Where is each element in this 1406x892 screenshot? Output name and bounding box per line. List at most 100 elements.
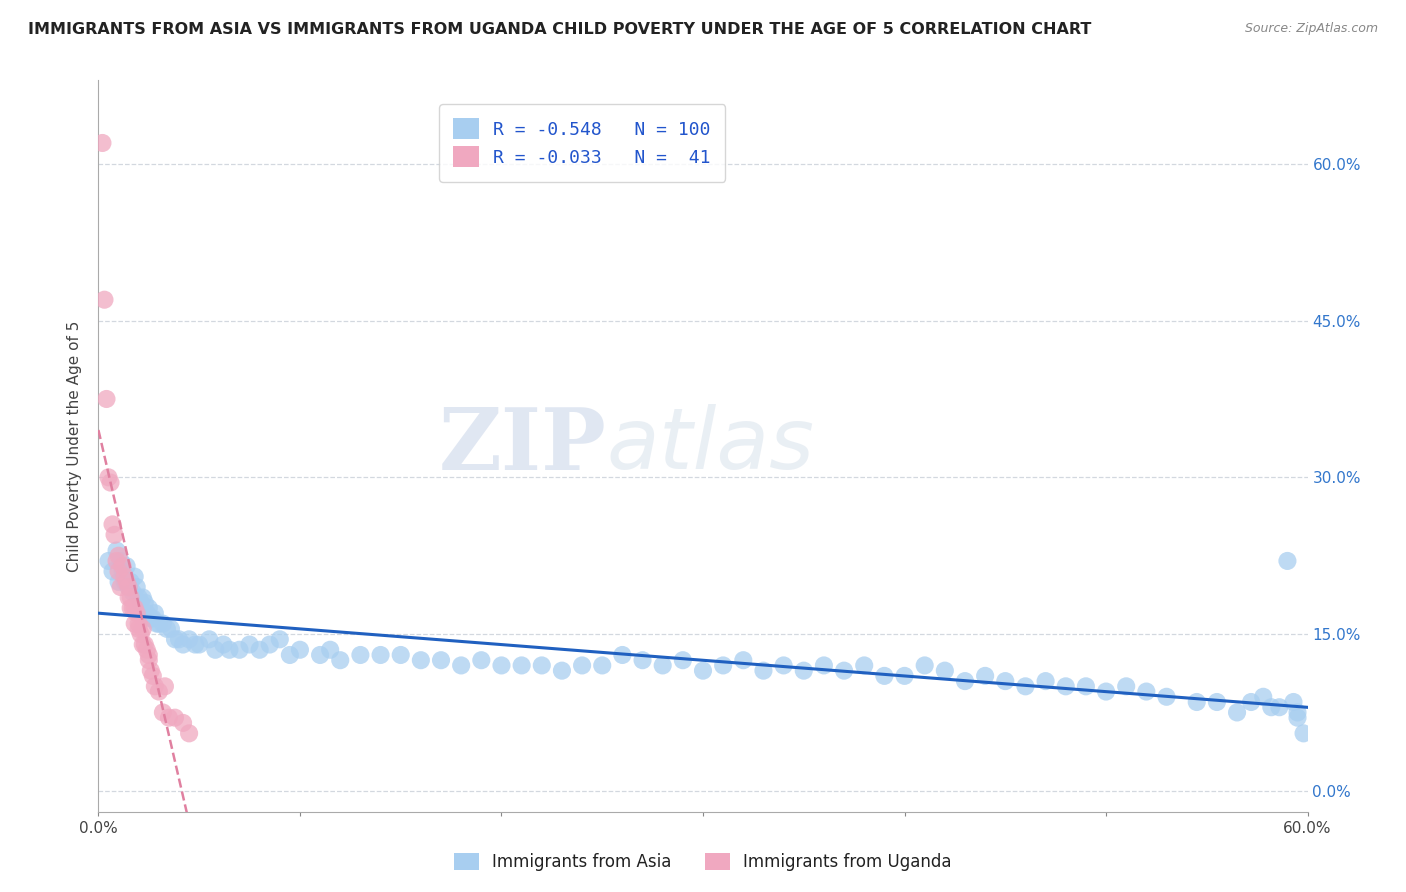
Point — [1115, 679, 1137, 693]
Point — [752, 664, 775, 678]
Point — [994, 674, 1017, 689]
Point — [1156, 690, 1178, 704]
Point — [124, 601, 146, 615]
Point — [97, 470, 120, 484]
Point — [1292, 726, 1315, 740]
Point — [100, 475, 122, 490]
Point — [530, 658, 553, 673]
Point — [1240, 695, 1263, 709]
Point — [1282, 695, 1305, 709]
Point — [309, 648, 332, 662]
Point — [172, 638, 194, 652]
Point — [853, 658, 876, 673]
Point — [172, 715, 194, 730]
Point — [873, 669, 896, 683]
Point — [188, 638, 211, 652]
Point — [138, 653, 160, 667]
Point — [259, 638, 281, 652]
Point — [115, 559, 138, 574]
Text: atlas: atlas — [606, 404, 814, 488]
Point — [1035, 674, 1057, 689]
Point — [118, 591, 141, 605]
Point — [97, 554, 120, 568]
Point — [651, 658, 673, 673]
Point — [212, 638, 235, 652]
Point — [1260, 700, 1282, 714]
Point — [118, 580, 141, 594]
Point — [278, 648, 301, 662]
Point — [143, 679, 166, 693]
Y-axis label: Child Poverty Under the Age of 5: Child Poverty Under the Age of 5 — [67, 320, 83, 572]
Point — [953, 674, 976, 689]
Point — [157, 711, 180, 725]
Point — [124, 616, 146, 631]
Point — [148, 616, 170, 631]
Point — [135, 606, 157, 620]
Point — [134, 596, 156, 610]
Point — [163, 711, 186, 725]
Point — [153, 679, 176, 693]
Point — [120, 601, 142, 615]
Point — [138, 601, 160, 615]
Point — [115, 574, 138, 589]
Point — [198, 632, 221, 647]
Point — [631, 653, 654, 667]
Point — [93, 293, 115, 307]
Point — [1014, 679, 1036, 693]
Point — [118, 580, 141, 594]
Point — [111, 565, 134, 579]
Legend: R = -0.548   N = 100, R = -0.033   N =  41: R = -0.548 N = 100, R = -0.033 N = 41 — [439, 104, 725, 182]
Point — [107, 574, 129, 589]
Point — [96, 392, 118, 406]
Point — [167, 632, 190, 647]
Point — [179, 632, 201, 647]
Point — [146, 616, 169, 631]
Point — [1095, 684, 1118, 698]
Point — [813, 658, 835, 673]
Point — [132, 638, 155, 652]
Point — [105, 543, 128, 558]
Point — [1226, 706, 1249, 720]
Point — [128, 591, 150, 605]
Point — [1268, 700, 1291, 714]
Point — [132, 622, 155, 636]
Point — [389, 648, 412, 662]
Point — [249, 642, 271, 657]
Point — [349, 648, 371, 662]
Point — [142, 669, 165, 683]
Point — [132, 591, 155, 605]
Point — [551, 664, 574, 678]
Point — [228, 642, 250, 657]
Point — [114, 569, 136, 583]
Point — [204, 642, 226, 657]
Point — [184, 638, 207, 652]
Point — [591, 658, 613, 673]
Point — [142, 611, 165, 625]
Legend: Immigrants from Asia, Immigrants from Uganda: Immigrants from Asia, Immigrants from Ug… — [446, 845, 960, 880]
Point — [139, 664, 162, 678]
Point — [156, 622, 179, 636]
Point — [934, 664, 956, 678]
Text: IMMIGRANTS FROM ASIA VS IMMIGRANTS FROM UGANDA CHILD POVERTY UNDER THE AGE OF 5 : IMMIGRANTS FROM ASIA VS IMMIGRANTS FROM … — [28, 22, 1091, 37]
Text: Source: ZipAtlas.com: Source: ZipAtlas.com — [1244, 22, 1378, 36]
Point — [1277, 554, 1299, 568]
Point — [1185, 695, 1208, 709]
Point — [1206, 695, 1229, 709]
Point — [125, 606, 148, 620]
Point — [1251, 690, 1274, 704]
Point — [121, 585, 143, 599]
Point — [139, 611, 162, 625]
Point — [110, 580, 132, 594]
Point — [409, 653, 432, 667]
Point — [450, 658, 472, 673]
Point — [152, 616, 174, 631]
Point — [163, 632, 186, 647]
Point — [135, 642, 157, 657]
Point — [430, 653, 453, 667]
Point — [107, 565, 129, 579]
Point — [491, 658, 513, 673]
Point — [1135, 684, 1157, 698]
Point — [692, 664, 714, 678]
Point — [1054, 679, 1077, 693]
Point — [733, 653, 755, 667]
